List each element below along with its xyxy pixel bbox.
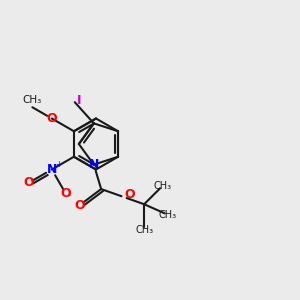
Text: N: N [88, 158, 99, 171]
Text: O: O [74, 199, 85, 212]
Text: N: N [46, 163, 57, 176]
Text: +: + [55, 160, 62, 169]
Text: CH₃: CH₃ [135, 225, 153, 235]
Text: CH₃: CH₃ [159, 210, 177, 220]
Text: CH₃: CH₃ [23, 95, 42, 105]
Text: O: O [23, 176, 34, 190]
Text: CH₃: CH₃ [154, 181, 172, 191]
Text: O: O [46, 112, 57, 125]
Text: ⁻: ⁻ [66, 193, 71, 203]
Text: I: I [77, 94, 82, 107]
Text: O: O [60, 187, 71, 200]
Text: O: O [124, 188, 135, 201]
